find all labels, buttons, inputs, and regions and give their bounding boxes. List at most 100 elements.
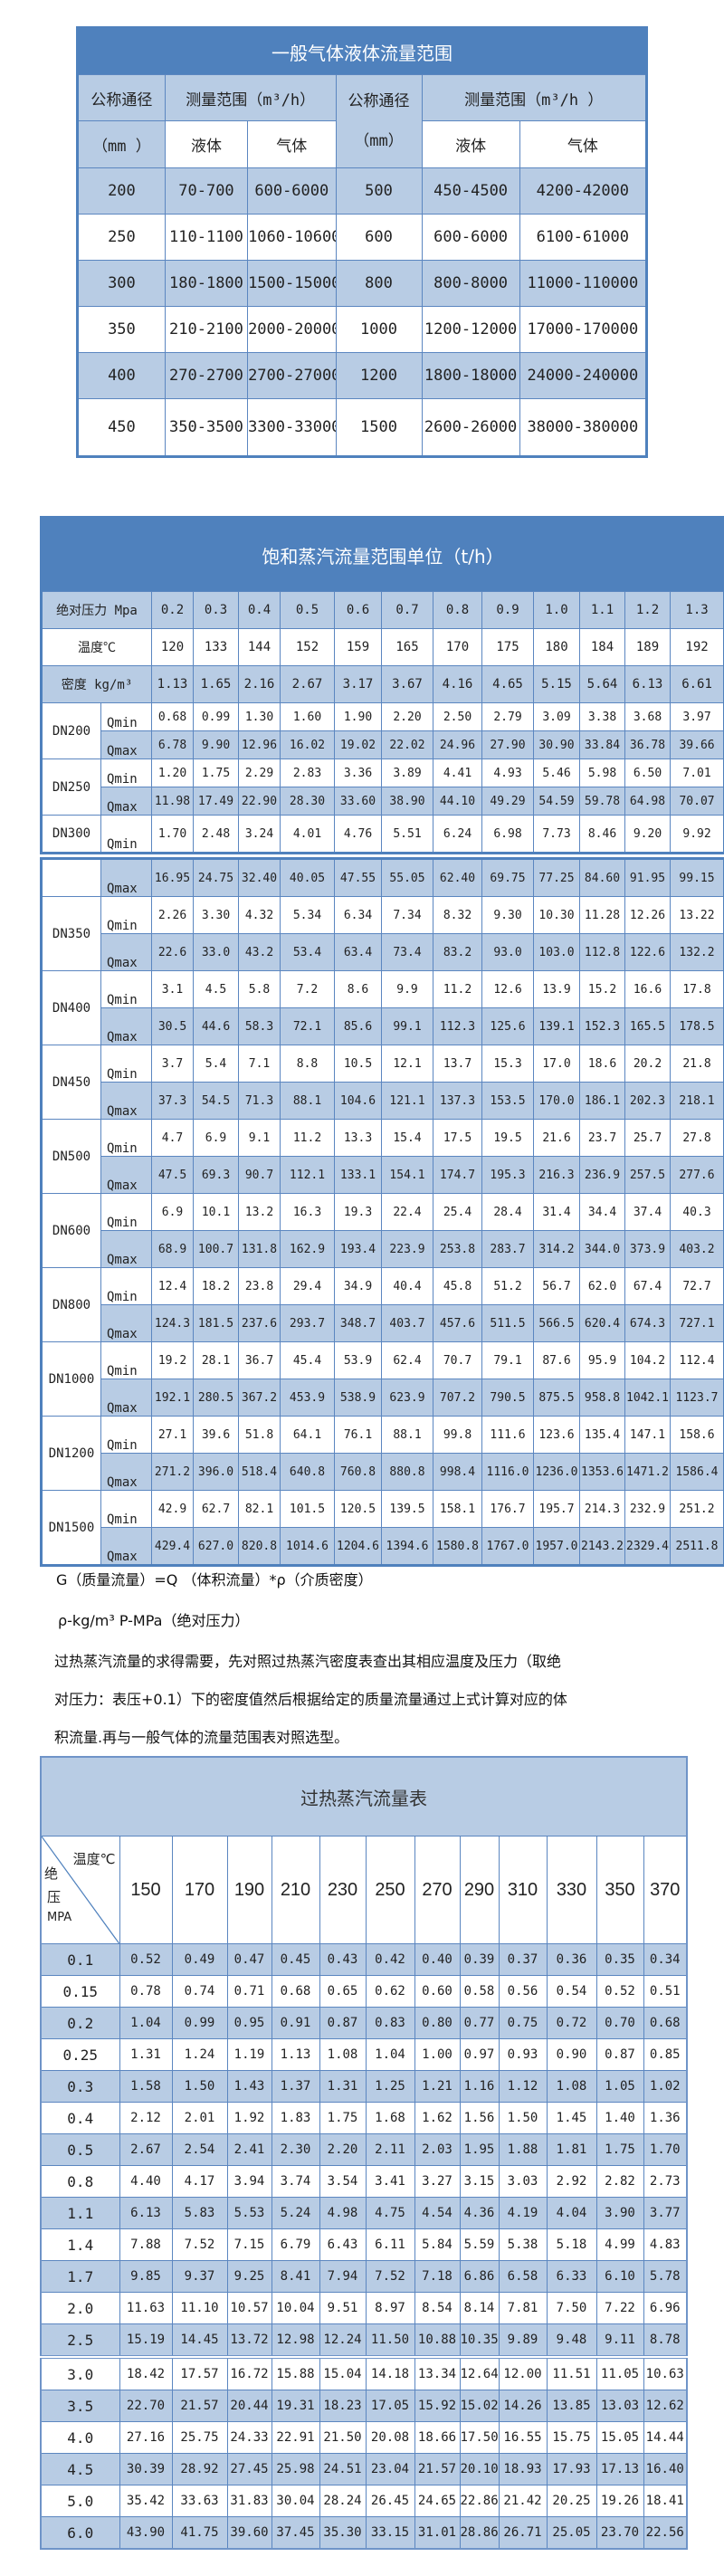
table-row: DN800 Qmin 12.4 18.2 23.8 29.4 34.9 40.4 45.8 51.…: [41, 1267, 724, 1342]
qmin-cell: 39.6: [193, 1416, 239, 1454]
qmin-cell: 195.7: [533, 1490, 580, 1528]
table-row: 350 210-2100 2000-20000 1000 1200-12000 17000…: [77, 306, 648, 353]
qmin-cell: 40.3: [670, 1193, 724, 1231]
qmin-cell: 42.9: [151, 1490, 194, 1528]
qmax-label: Qmax: [100, 730, 152, 759]
qmax-cell: 47.55: [334, 858, 382, 897]
qmax-cell: 44.10: [433, 787, 482, 816]
flow-cell: 1.25: [365, 2070, 415, 2103]
qmax-label: Qmax: [100, 1527, 152, 1566]
qmax-cell: 790.5: [481, 1379, 534, 1417]
temperature-cell: 184: [579, 628, 625, 666]
qmax-cell: 283.7: [481, 1230, 534, 1268]
flow-cell: 16.55: [498, 2421, 548, 2454]
qmax-cell: 44.6: [193, 1007, 239, 1045]
qmin-cell: 51.2: [481, 1267, 534, 1305]
flow-cell: 0.34: [643, 1943, 688, 1976]
qmax-cell: 112.8: [579, 933, 625, 971]
flow-cell: 2.01: [171, 2102, 228, 2134]
flow-cell: 31.01: [414, 2516, 461, 2550]
flow-cell: 8.54: [414, 2292, 461, 2324]
flow-cell: 0.75: [498, 2007, 548, 2039]
table-row: 6.0 43.90 41.75 39.60 37.45 35.30 33.15 31.01 28…: [40, 2516, 688, 2550]
temperature-cell: 152: [280, 628, 335, 666]
flow-cell: 1.75: [319, 2102, 367, 2134]
flow-cell: 1.24: [171, 2038, 228, 2071]
flow-cell: 5.53: [226, 2197, 272, 2229]
qmax-cell: 30.5: [151, 1007, 194, 1045]
flow-cell: 10.04: [271, 2292, 320, 2324]
table-row: Qmax 429.4 627.0 820.8 1014.6 1204.6 1394.6 158…: [42, 1527, 724, 1566]
flow-cell: 39.60: [226, 2516, 272, 2550]
dn-label: DN1500: [41, 1490, 101, 1566]
qmin-cell: 88.1: [381, 1416, 433, 1454]
qmin-cell: 17.0: [533, 1045, 580, 1083]
pressure-cell: 0.7: [381, 591, 433, 629]
table-row: 1.4 7.88 7.52 7.15 6.79 6.43 6.11 5.84 5.59 5.38 5…: [40, 2228, 688, 2261]
flow-cell: 0.65: [319, 1975, 367, 2008]
flow-cell: 20.08: [365, 2421, 415, 2454]
qmax-cell: 112.3: [433, 1007, 482, 1045]
qmin-cell: 53.9: [334, 1341, 382, 1379]
qmin-cell: 19.5: [481, 1119, 534, 1157]
gas-range-cell: 4200-42000: [519, 167, 648, 215]
dn-label: DN200: [41, 702, 101, 759]
qmax-cell: 85.6: [334, 1007, 382, 1045]
flow-cell: 7.88: [119, 2228, 173, 2261]
qmax-cell: 71.3: [238, 1082, 281, 1120]
qmin-cell: 3.24: [238, 815, 281, 854]
flow-cell: 0.87: [319, 2007, 367, 2039]
flow-cell: 2.54: [171, 2133, 228, 2166]
flow-cell: 3.27: [414, 2165, 461, 2198]
diagonal-line-icon: [42, 1837, 119, 1943]
liquid-range-cell: 180-1800: [164, 260, 249, 307]
pressure-cell: 0.4: [40, 2102, 120, 2134]
flow-cell: 12.98: [271, 2323, 320, 2358]
dn-label: DN350: [41, 896, 101, 971]
qmin-label: Qmin: [100, 758, 152, 787]
flow-cell: 18.23: [319, 2390, 367, 2422]
flow-cell: 12.62: [643, 2390, 688, 2422]
flow-cell: 4.36: [459, 2197, 500, 2229]
flow-cell: 27.16: [119, 2421, 173, 2454]
qmax-cell: 91.95: [624, 858, 671, 897]
qmax-cell: 16.95: [151, 858, 194, 897]
flow-cell: 1.83: [271, 2102, 320, 2134]
gas-range-cell: 17000-170000: [519, 306, 648, 353]
flow-cell: 15.02: [459, 2390, 500, 2422]
temperature-cell: 350: [595, 1836, 644, 1944]
table-row: Qmax 124.3 181.5 237.6 293.7 348.7 403.7 457.6 5…: [42, 1304, 724, 1342]
flow-cell: 0.52: [595, 1975, 644, 2008]
qmin-cell: 8.6: [334, 970, 382, 1008]
flow-cell: 1.08: [546, 2070, 597, 2103]
qmin-cell: 6.9: [193, 1119, 239, 1157]
density-cell: 3.17: [334, 665, 382, 703]
qmax-cell: 12.96: [238, 730, 281, 759]
table-row: 0.8 4.40 4.17 3.94 3.74 3.54 3.41 3.27 3.15 3.03 2…: [40, 2165, 688, 2198]
flow-cell: 6.11: [365, 2228, 415, 2261]
density-label: 密度 kg/m³: [41, 665, 152, 703]
gas-range-cell: 38000-380000: [519, 398, 648, 457]
qmin-cell: 28.4: [481, 1193, 534, 1231]
qmax-cell: 54.59: [533, 787, 580, 816]
liquid-range-cell: 450-4500: [421, 167, 520, 215]
flow-cell: 0.37: [498, 1943, 548, 1976]
flow-cell: 43.90: [119, 2516, 173, 2550]
table-row: DN1200 Qmin 27.1 39.6 51.8 64.1 76.1 88.1 99.8 11…: [41, 1416, 724, 1491]
qmax-cell: 24.96: [433, 730, 482, 759]
qmin-cell: 29.4: [280, 1267, 335, 1305]
qmax-cell: 1586.4: [670, 1453, 724, 1491]
qmax-label: Qmax: [100, 787, 152, 816]
qmax-label: Qmax: [100, 1156, 152, 1194]
qmin-label: Qmin: [100, 1119, 152, 1157]
flow-cell: 0.78: [119, 1975, 173, 2008]
flow-cell: 30.39: [119, 2453, 173, 2485]
liquid-range-cell: 600-6000: [421, 214, 520, 261]
qmax-cell: 1123.7: [670, 1379, 724, 1417]
table-row: 300 180-1800 1500-15000 800 800-8000 11000-11…: [77, 260, 648, 307]
qmax-cell: 174.7: [433, 1156, 482, 1194]
qmin-cell: 64.1: [280, 1416, 335, 1454]
qmax-cell: 193.4: [334, 1230, 382, 1268]
qmin-cell: 2.20: [381, 702, 433, 731]
qmin-cell: 25.4: [433, 1193, 482, 1231]
